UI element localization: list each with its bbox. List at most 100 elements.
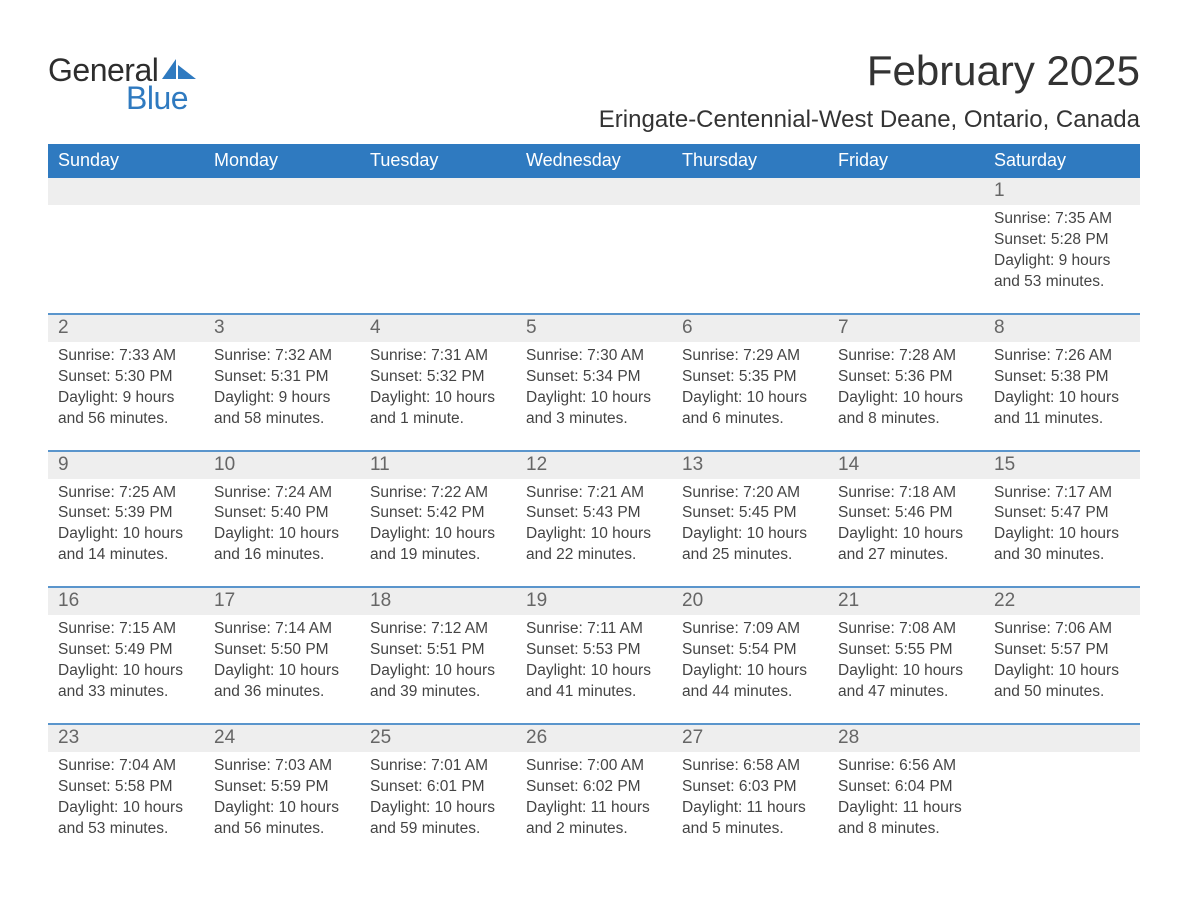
daynum-row: 2345678: [48, 313, 1140, 342]
sunrise-line: Sunrise: 7:24 AM: [214, 483, 350, 504]
week-row: 1Sunrise: 7:35 AMSunset: 5:28 PMDaylight…: [48, 178, 1140, 299]
day-cell: Sunrise: 7:30 AMSunset: 5:34 PMDaylight:…: [516, 342, 672, 436]
day-cell: [828, 205, 984, 299]
daybody-row: Sunrise: 7:04 AMSunset: 5:58 PMDaylight:…: [48, 752, 1140, 846]
sunset-value: 5:28 PM: [1051, 231, 1109, 248]
sunset-value: 5:42 PM: [427, 504, 485, 521]
day-cell: Sunrise: 7:18 AMSunset: 5:46 PMDaylight:…: [828, 479, 984, 573]
sunset-label: Sunset:: [58, 504, 115, 521]
daylight-line: Daylight: 10 hours and 36 minutes.: [214, 661, 350, 703]
sunset-label: Sunset:: [682, 368, 739, 385]
daybody-row: Sunrise: 7:25 AMSunset: 5:39 PMDaylight:…: [48, 479, 1140, 573]
sunrise-line: Sunrise: 7:29 AM: [682, 346, 818, 367]
sunrise-value: 6:56 AM: [899, 757, 956, 774]
day-cell: Sunrise: 7:25 AMSunset: 5:39 PMDaylight:…: [48, 479, 204, 573]
day-number: 28: [828, 725, 984, 752]
day-number: 26: [516, 725, 672, 752]
daylight-line: Daylight: 10 hours and 16 minutes.: [214, 524, 350, 566]
sunset-line: Sunset: 5:35 PM: [682, 367, 818, 388]
daylight-line: Daylight: 10 hours and 50 minutes.: [994, 661, 1130, 703]
day-number: [360, 178, 516, 205]
sunrise-label: Sunrise:: [994, 620, 1055, 637]
daylight-line: Daylight: 10 hours and 44 minutes.: [682, 661, 818, 703]
sunset-label: Sunset:: [214, 368, 271, 385]
daylight-line: Daylight: 10 hours and 8 minutes.: [838, 388, 974, 430]
sunrise-value: 7:11 AM: [587, 620, 643, 637]
daylight-label: Daylight:: [214, 525, 279, 542]
sunrise-line: Sunrise: 7:17 AM: [994, 483, 1130, 504]
sunset-label: Sunset:: [838, 778, 895, 795]
sunset-line: Sunset: 5:38 PM: [994, 367, 1130, 388]
sunrise-value: 7:12 AM: [431, 620, 488, 637]
day-number: 24: [204, 725, 360, 752]
daylight-label: Daylight:: [994, 389, 1059, 406]
sunset-value: 5:30 PM: [115, 368, 173, 385]
sunrise-label: Sunrise:: [838, 347, 899, 364]
sunrise-label: Sunrise:: [994, 210, 1055, 227]
daybody-row: Sunrise: 7:33 AMSunset: 5:30 PMDaylight:…: [48, 342, 1140, 436]
daylight-line: Daylight: 10 hours and 14 minutes.: [58, 524, 194, 566]
day-number: [516, 178, 672, 205]
sunrise-value: 7:32 AM: [275, 347, 332, 364]
day-cell: Sunrise: 7:06 AMSunset: 5:57 PMDaylight:…: [984, 615, 1140, 709]
daylight-label: Daylight:: [682, 389, 747, 406]
sunrise-value: 7:21 AM: [587, 484, 644, 501]
sunset-line: Sunset: 5:45 PM: [682, 503, 818, 524]
sunrise-label: Sunrise:: [370, 347, 431, 364]
sunrise-value: 7:01 AM: [431, 757, 488, 774]
sunrise-line: Sunrise: 7:32 AM: [214, 346, 350, 367]
calendar: SundayMondayTuesdayWednesdayThursdayFrid…: [48, 144, 1140, 845]
sunset-label: Sunset:: [682, 641, 739, 658]
day-cell: Sunrise: 7:11 AMSunset: 5:53 PMDaylight:…: [516, 615, 672, 709]
day-number: 3: [204, 315, 360, 342]
daylight-label: Daylight:: [838, 799, 903, 816]
daylight-label: Daylight:: [838, 525, 903, 542]
sunrise-label: Sunrise:: [58, 620, 119, 637]
sunset-label: Sunset:: [370, 504, 427, 521]
sunset-value: 5:35 PM: [739, 368, 797, 385]
daylight-label: Daylight:: [214, 662, 279, 679]
sunset-value: 5:31 PM: [271, 368, 329, 385]
daylight-label: Daylight:: [994, 662, 1059, 679]
sunset-label: Sunset:: [994, 368, 1051, 385]
daylight-label: Daylight:: [370, 525, 435, 542]
sunset-value: 5:51 PM: [427, 641, 485, 658]
sunrise-line: Sunrise: 7:04 AM: [58, 756, 194, 777]
sunset-line: Sunset: 5:42 PM: [370, 503, 506, 524]
daylight-label: Daylight:: [682, 799, 747, 816]
daylight-label: Daylight:: [526, 389, 591, 406]
sunrise-label: Sunrise:: [682, 484, 743, 501]
sunset-value: 5:59 PM: [271, 778, 329, 795]
day-cell: Sunrise: 6:58 AMSunset: 6:03 PMDaylight:…: [672, 752, 828, 846]
sunrise-label: Sunrise:: [370, 484, 431, 501]
sunset-line: Sunset: 5:58 PM: [58, 777, 194, 798]
daylight-label: Daylight:: [994, 252, 1059, 269]
sunrise-line: Sunrise: 6:58 AM: [682, 756, 818, 777]
sunset-line: Sunset: 5:51 PM: [370, 640, 506, 661]
day-cell: Sunrise: 7:24 AMSunset: 5:40 PMDaylight:…: [204, 479, 360, 573]
daylight-label: Daylight:: [58, 799, 123, 816]
sunrise-value: 7:15 AM: [119, 620, 176, 637]
title-block: February 2025 Eringate-Centennial-West D…: [599, 48, 1140, 134]
sunset-line: Sunset: 6:01 PM: [370, 777, 506, 798]
day-number: 5: [516, 315, 672, 342]
day-number: [828, 178, 984, 205]
daylight-label: Daylight:: [58, 525, 123, 542]
sunset-label: Sunset:: [370, 641, 427, 658]
day-cell: [48, 205, 204, 299]
sunset-line: Sunset: 5:40 PM: [214, 503, 350, 524]
daylight-line: Daylight: 10 hours and 39 minutes.: [370, 661, 506, 703]
sunrise-label: Sunrise:: [838, 484, 899, 501]
day-cell: Sunrise: 7:26 AMSunset: 5:38 PMDaylight:…: [984, 342, 1140, 436]
daylight-label: Daylight:: [682, 662, 747, 679]
daylight-label: Daylight:: [838, 662, 903, 679]
sunset-line: Sunset: 5:46 PM: [838, 503, 974, 524]
sunset-value: 5:50 PM: [271, 641, 329, 658]
daylight-label: Daylight:: [58, 662, 123, 679]
logo-word-2: Blue: [126, 82, 196, 114]
day-cell: [204, 205, 360, 299]
sunset-label: Sunset:: [58, 368, 115, 385]
daylight-line: Daylight: 9 hours and 56 minutes.: [58, 388, 194, 430]
sunrise-label: Sunrise:: [58, 757, 119, 774]
sunrise-line: Sunrise: 7:00 AM: [526, 756, 662, 777]
